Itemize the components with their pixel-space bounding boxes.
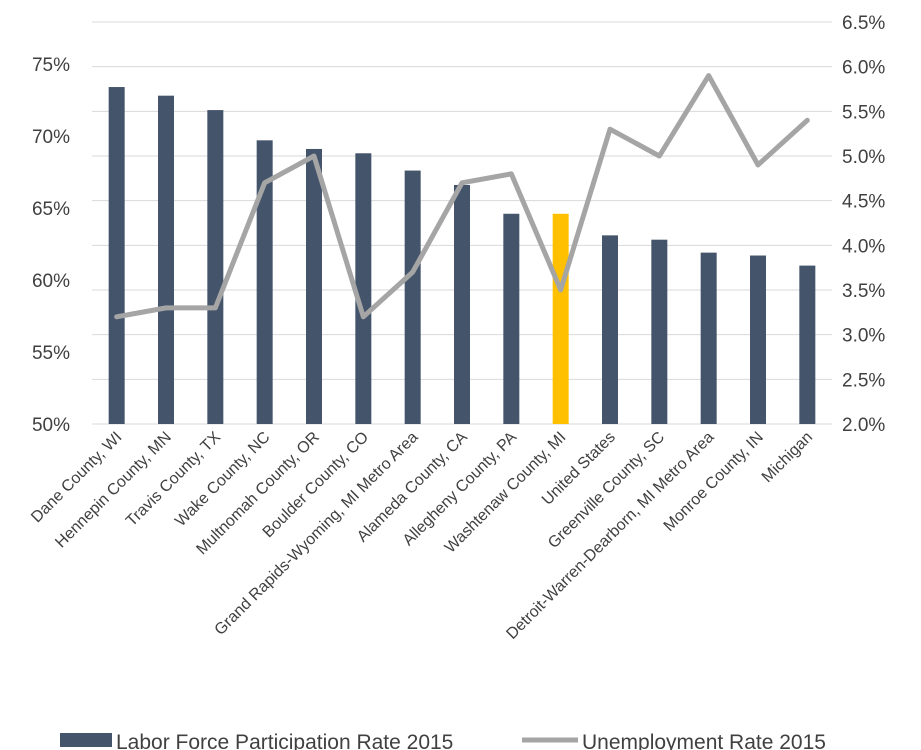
bar <box>750 255 766 424</box>
bar <box>552 213 569 424</box>
bar <box>256 140 273 424</box>
bar <box>700 252 717 424</box>
right-tick-label: 6.0% <box>842 58 885 79</box>
left-tick-label: 70% <box>32 127 70 148</box>
right-tick-label: 2.5% <box>842 370 885 391</box>
legend-bar-label: Labor Force Participation Rate 2015 <box>116 731 453 750</box>
right-tick-label: 5.0% <box>842 147 885 168</box>
right-tick-label: 4.5% <box>842 192 885 213</box>
bar <box>651 239 668 424</box>
right-tick-label: 5.5% <box>842 102 885 123</box>
right-tick-label: 6.5% <box>842 13 885 34</box>
bar <box>454 184 470 424</box>
left-tick-label: 75% <box>32 55 70 76</box>
bar-series <box>108 87 816 425</box>
left-tick-label: 50% <box>32 415 70 436</box>
legend: Labor Force Participation Rate 2015 Unem… <box>60 731 826 750</box>
legend-line-label: Unemployment Rate 2015 <box>582 731 826 750</box>
right-tick-label: 3.5% <box>842 281 885 302</box>
bar <box>404 170 421 424</box>
bar <box>602 235 618 424</box>
bar <box>306 148 322 424</box>
bar <box>158 95 174 425</box>
left-tick-label: 55% <box>32 343 70 364</box>
bar <box>799 265 816 424</box>
bar <box>355 153 372 424</box>
right-tick-label: 4.0% <box>842 236 885 257</box>
category-label: Wake County, NC <box>172 429 273 530</box>
category-label: Monroe County, IN <box>661 429 767 535</box>
bar <box>207 110 224 424</box>
bar <box>108 87 125 424</box>
right-tick-label: 2.0% <box>842 415 885 436</box>
category-label: Dane County, WI <box>28 429 125 526</box>
right-axis-ticks: 2.0% 2.5% 3.0% 3.5% 4.0% 4.5% 5.0% 5.5% 6.0% 6.5% <box>842 13 885 436</box>
line-series <box>114 73 810 320</box>
category-label: Michigan <box>759 429 816 486</box>
left-tick-label: 65% <box>32 199 70 220</box>
left-axis-ticks: 50% 55% 60% 65% 70% 75% <box>32 55 70 436</box>
right-tick-label: 3.0% <box>842 326 885 347</box>
bar <box>503 213 520 424</box>
legend-bar-swatch <box>60 733 112 747</box>
left-tick-label: 60% <box>32 271 70 292</box>
category-label: Travis County, TX <box>123 429 224 530</box>
